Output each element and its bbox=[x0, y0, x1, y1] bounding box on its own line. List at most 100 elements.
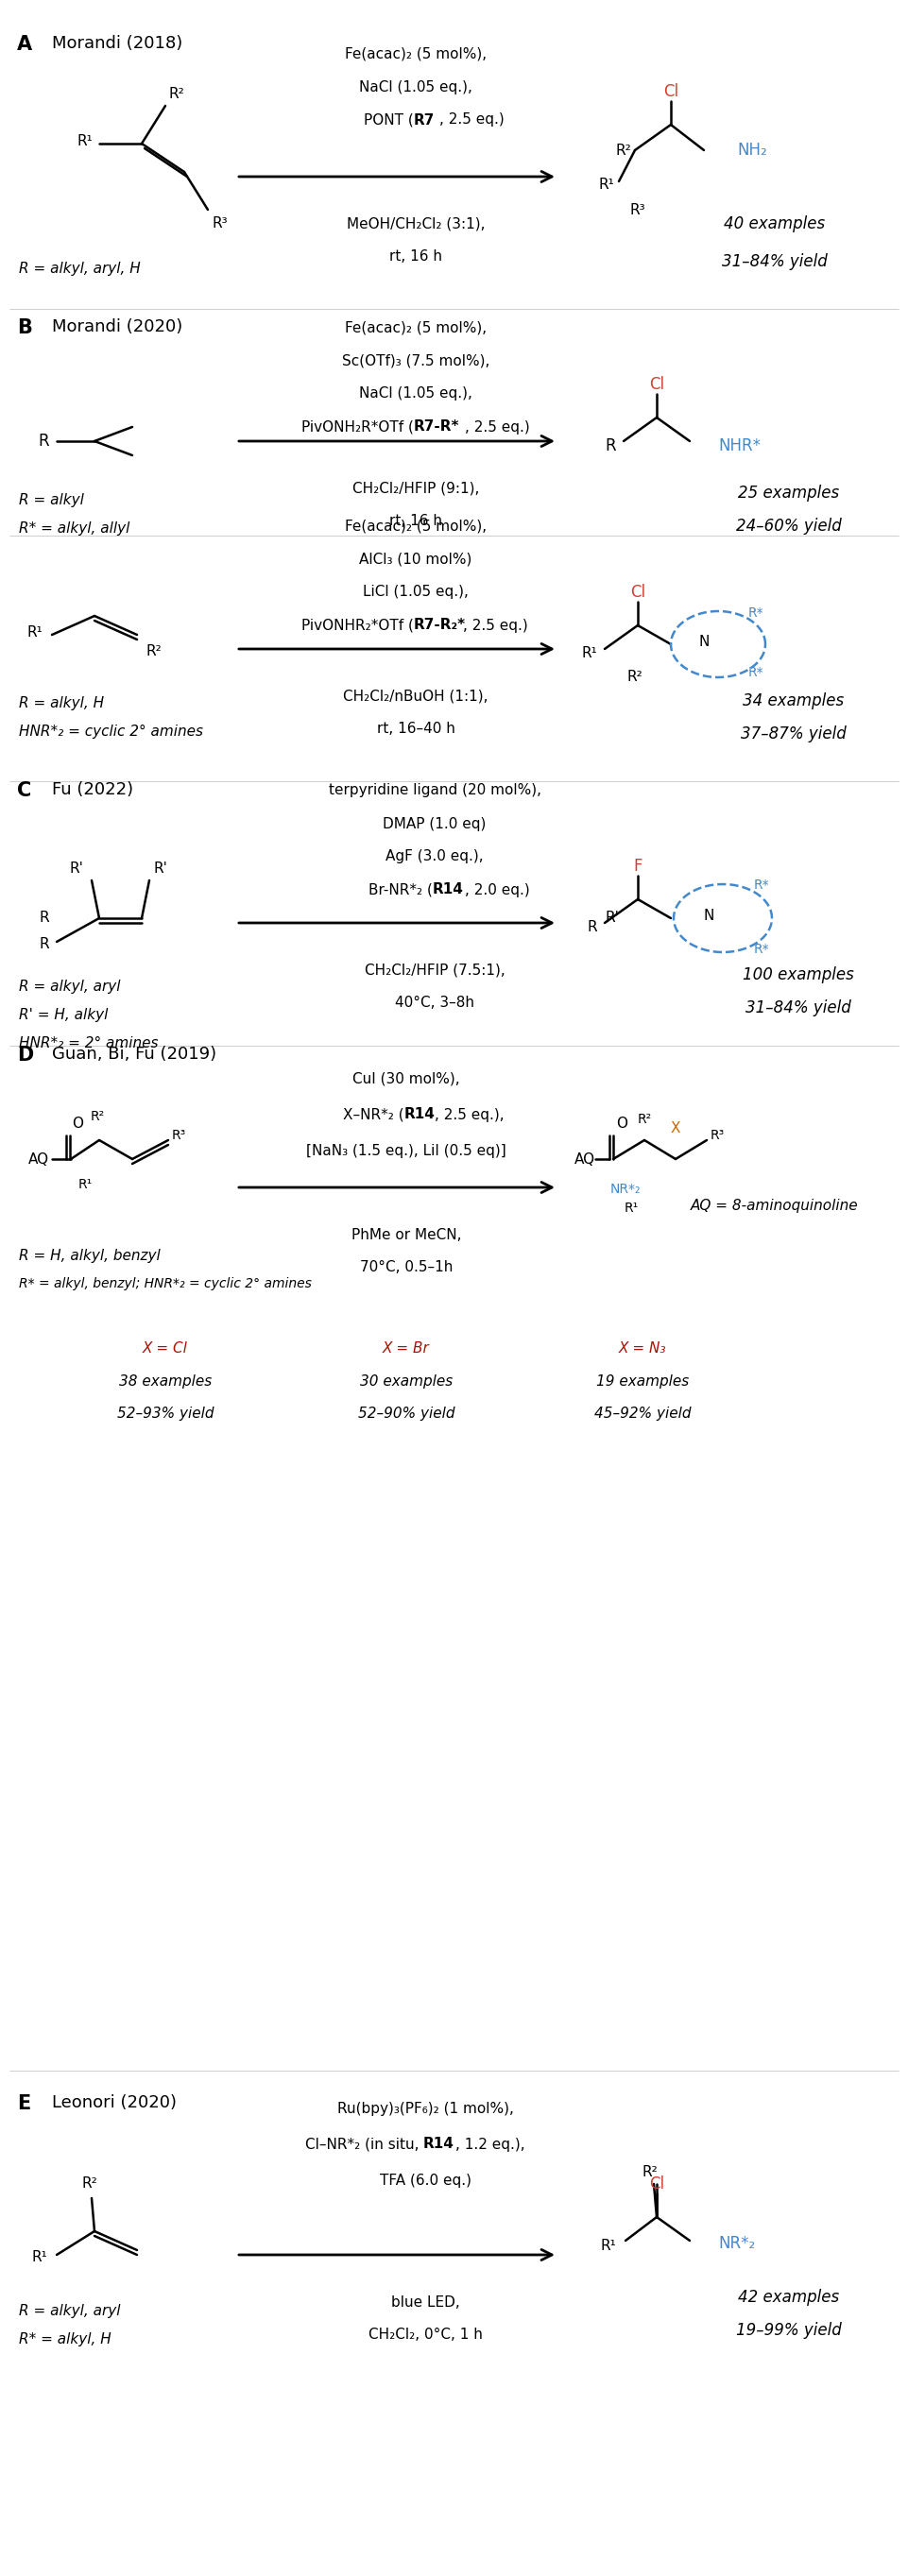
Text: R¹: R¹ bbox=[32, 2249, 47, 2264]
Text: R = alkyl: R = alkyl bbox=[19, 492, 84, 507]
Text: R²: R² bbox=[90, 1110, 104, 1123]
Text: 24–60% yield: 24–60% yield bbox=[736, 518, 842, 536]
Text: Cl: Cl bbox=[630, 585, 646, 600]
Text: LiCl (1.05 eq.),: LiCl (1.05 eq.), bbox=[363, 585, 469, 600]
Text: R': R' bbox=[605, 912, 619, 925]
Text: X = N₃: X = N₃ bbox=[618, 1342, 666, 1355]
Text: rt, 16 h: rt, 16 h bbox=[390, 515, 442, 528]
Text: R: R bbox=[39, 938, 49, 951]
Text: 25 examples: 25 examples bbox=[738, 484, 840, 502]
Text: R²: R² bbox=[616, 144, 631, 157]
Text: R = alkyl, aryl: R = alkyl, aryl bbox=[19, 979, 121, 994]
Text: NH₂: NH₂ bbox=[737, 142, 767, 160]
Text: X: X bbox=[671, 1121, 680, 1136]
Text: , 2.5 eq.): , 2.5 eq.) bbox=[463, 618, 528, 634]
Text: Fe(acac)₂ (5 mol%),: Fe(acac)₂ (5 mol%), bbox=[345, 520, 487, 533]
Text: CH₂Cl₂, 0°C, 1 h: CH₂Cl₂, 0°C, 1 h bbox=[368, 2329, 482, 2342]
Text: R³: R³ bbox=[630, 204, 646, 216]
Text: R7-R*: R7-R* bbox=[414, 420, 459, 435]
Text: NR*₂: NR*₂ bbox=[718, 2236, 755, 2251]
Text: R²: R² bbox=[642, 2164, 658, 2179]
Text: R = alkyl, H: R = alkyl, H bbox=[19, 696, 104, 711]
Text: X = Cl: X = Cl bbox=[143, 1342, 188, 1355]
Text: R³: R³ bbox=[711, 1128, 725, 1141]
Text: Guan, Bi, Fu (2019): Guan, Bi, Fu (2019) bbox=[52, 1046, 216, 1064]
Text: R*: R* bbox=[748, 667, 764, 680]
Text: R14: R14 bbox=[423, 2138, 454, 2151]
Text: 45–92% yield: 45–92% yield bbox=[594, 1406, 691, 1422]
Text: X = Br: X = Br bbox=[383, 1342, 429, 1355]
Text: HNR*₂ = cyclic 2° amines: HNR*₂ = cyclic 2° amines bbox=[19, 724, 203, 739]
Text: CH₂Cl₂/HFIP (7.5:1),: CH₂Cl₂/HFIP (7.5:1), bbox=[364, 963, 505, 976]
Text: PivONH₂R*OTf (: PivONH₂R*OTf ( bbox=[301, 420, 414, 435]
Text: R* = alkyl, benzyl; HNR*₂ = cyclic 2° amines: R* = alkyl, benzyl; HNR*₂ = cyclic 2° am… bbox=[19, 1278, 311, 1291]
Text: R*: R* bbox=[748, 605, 764, 621]
Text: TFA (6.0 eq.): TFA (6.0 eq.) bbox=[380, 2174, 471, 2187]
Text: R¹: R¹ bbox=[598, 178, 614, 191]
Text: Cl: Cl bbox=[649, 376, 665, 394]
Text: R = H, alkyl, benzyl: R = H, alkyl, benzyl bbox=[19, 1249, 161, 1262]
Text: O: O bbox=[72, 1115, 84, 1131]
Text: A: A bbox=[17, 36, 33, 54]
Text: N: N bbox=[698, 634, 709, 649]
Text: R* = alkyl, H: R* = alkyl, H bbox=[19, 2331, 112, 2347]
Text: Leonori (2020): Leonori (2020) bbox=[52, 2094, 177, 2112]
Text: R²: R² bbox=[627, 670, 643, 683]
Text: R14: R14 bbox=[404, 1108, 436, 1121]
Text: [NaN₃ (1.5 eq.), LiI (0.5 eq)]: [NaN₃ (1.5 eq.), LiI (0.5 eq)] bbox=[306, 1144, 507, 1157]
Text: 40 examples: 40 examples bbox=[725, 216, 825, 232]
Text: PivONHR₂*OTf (: PivONHR₂*OTf ( bbox=[301, 618, 414, 634]
Text: NR*₂: NR*₂ bbox=[610, 1182, 641, 1195]
Text: , 2.5 eq.): , 2.5 eq.) bbox=[439, 113, 504, 126]
Text: R': R' bbox=[153, 860, 167, 876]
Text: CH₂Cl₂/HFIP (9:1),: CH₂Cl₂/HFIP (9:1), bbox=[352, 482, 479, 495]
Text: 31–84% yield: 31–84% yield bbox=[722, 252, 827, 270]
Text: O: O bbox=[616, 1115, 627, 1131]
Text: DMAP (1.0 eq): DMAP (1.0 eq) bbox=[383, 817, 487, 832]
Text: R: R bbox=[38, 433, 49, 451]
Text: R*: R* bbox=[754, 943, 770, 956]
Text: 52–93% yield: 52–93% yield bbox=[117, 1406, 213, 1422]
Text: 100 examples: 100 examples bbox=[743, 966, 854, 984]
Text: X–NR*₂ (: X–NR*₂ ( bbox=[343, 1108, 404, 1121]
Text: , 2.5 eq.): , 2.5 eq.) bbox=[465, 420, 530, 435]
Text: B: B bbox=[17, 319, 32, 337]
Text: NHR*: NHR* bbox=[718, 438, 761, 453]
Text: D: D bbox=[17, 1046, 34, 1064]
Text: R²: R² bbox=[637, 1113, 652, 1126]
Text: 19–99% yield: 19–99% yield bbox=[736, 2321, 842, 2339]
Text: R³: R³ bbox=[212, 216, 228, 229]
Text: HNR*₂ = 2° amines: HNR*₂ = 2° amines bbox=[19, 1036, 158, 1051]
Text: 37–87% yield: 37–87% yield bbox=[741, 726, 846, 742]
Text: F: F bbox=[633, 858, 642, 876]
Text: 34 examples: 34 examples bbox=[743, 693, 844, 708]
Text: Fu (2022): Fu (2022) bbox=[52, 781, 133, 799]
Text: R¹: R¹ bbox=[26, 626, 43, 639]
Text: E: E bbox=[17, 2094, 31, 2112]
Text: CH₂Cl₂/nBuOH (1:1),: CH₂Cl₂/nBuOH (1:1), bbox=[343, 690, 489, 703]
Text: , 1.2 eq.),: , 1.2 eq.), bbox=[456, 2138, 525, 2151]
Text: R¹: R¹ bbox=[78, 1177, 93, 1190]
Text: blue LED,: blue LED, bbox=[390, 2295, 459, 2308]
Text: R*: R* bbox=[754, 878, 770, 891]
Text: rt, 16–40 h: rt, 16–40 h bbox=[377, 721, 455, 737]
Text: terpyridine ligand (20 mol%),: terpyridine ligand (20 mol%), bbox=[329, 783, 541, 799]
Text: Br-NR*₂ (: Br-NR*₂ ( bbox=[369, 884, 433, 896]
Text: N: N bbox=[704, 909, 714, 922]
Text: R: R bbox=[605, 438, 616, 453]
Text: 40°C, 3–8h: 40°C, 3–8h bbox=[395, 997, 474, 1010]
Text: AQ: AQ bbox=[575, 1151, 596, 1167]
Text: R': R' bbox=[69, 860, 84, 876]
Text: R³: R³ bbox=[172, 1128, 186, 1141]
Text: PhMe or MeCN,: PhMe or MeCN, bbox=[351, 1229, 461, 1242]
Text: R: R bbox=[587, 920, 597, 935]
Text: CuI (30 mol%),: CuI (30 mol%), bbox=[352, 1072, 460, 1087]
Text: Cl–NR*₂ (in situ,: Cl–NR*₂ (in situ, bbox=[305, 2138, 423, 2151]
Text: AQ = 8-aminoquinoline: AQ = 8-aminoquinoline bbox=[691, 1200, 859, 1213]
Text: R' = H, alkyl: R' = H, alkyl bbox=[19, 1007, 108, 1023]
Text: R = alkyl, aryl, H: R = alkyl, aryl, H bbox=[19, 263, 141, 276]
Text: NaCl (1.05 eq.),: NaCl (1.05 eq.), bbox=[359, 80, 472, 93]
Text: R²: R² bbox=[168, 88, 184, 100]
Text: Fe(acac)₂ (5 mol%),: Fe(acac)₂ (5 mol%), bbox=[345, 46, 487, 62]
Text: 30 examples: 30 examples bbox=[360, 1373, 453, 1388]
